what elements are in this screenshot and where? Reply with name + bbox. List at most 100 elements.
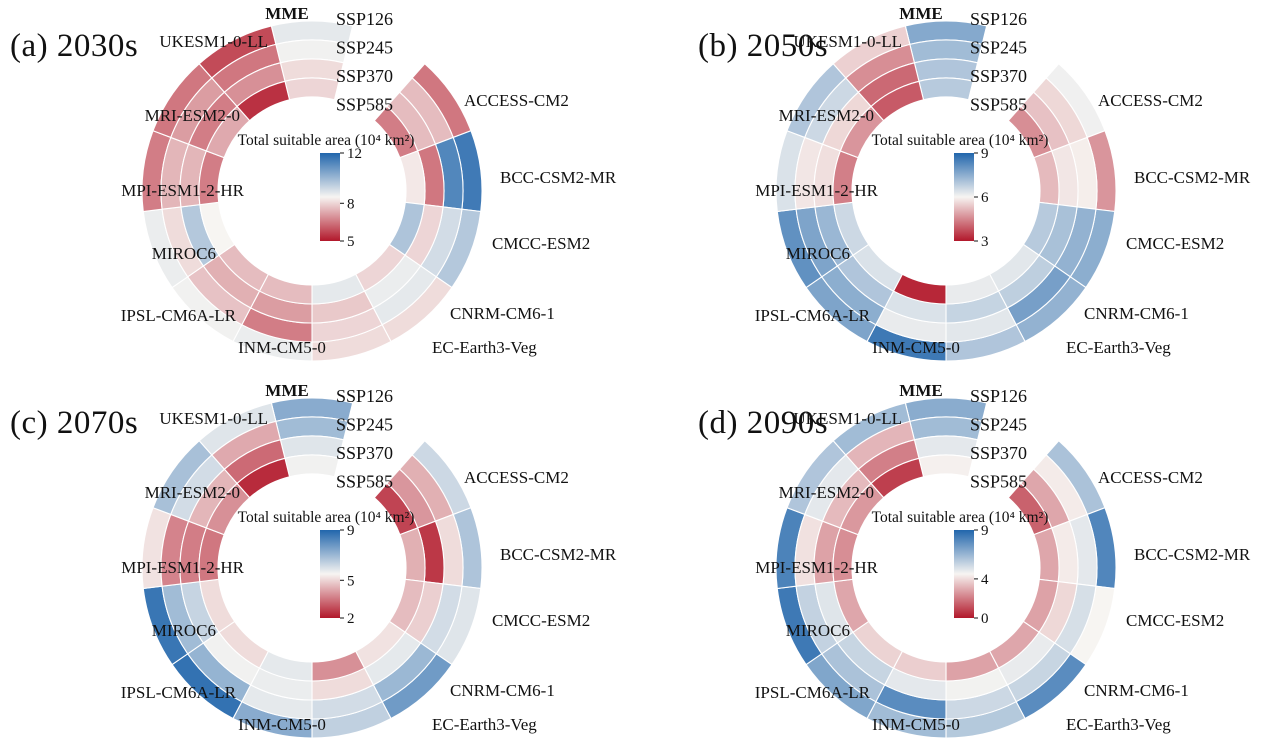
panel-d: (d) 2090s MME ACCESS-CM2 BCC-CSM2-MR CMCC-E… — [634, 377, 1268, 753]
model-label: MME — [265, 4, 308, 23]
panel-title: (d) 2090s — [698, 405, 829, 441]
colorbar-tick-label: 9 — [347, 523, 355, 539]
ring-label: SSP370 — [336, 66, 393, 86]
polar-heatmap-b: MME ACCESS-CM2 BCC-CSM2-MR CMCC-ESM2 CNRM-CM… — [755, 4, 1251, 362]
model-label: CMCC-ESM2 — [492, 234, 590, 253]
colorbar: Total suitable area (10⁴ km²)9 5 2 — [238, 509, 415, 627]
panel-b: (b) 2050s MME ACCESS-CM2 BCC-CSM2-MR CMCC-E… — [634, 0, 1268, 376]
ring-label: SSP245 — [970, 38, 1027, 58]
model-label: MIROC6 — [786, 621, 850, 640]
model-label: BCC-CSM2-MR — [500, 168, 617, 187]
model-label: MPI-ESM1-2-HR — [755, 181, 878, 200]
colorbar-tick-label: 8 — [347, 196, 355, 212]
model-label: MPI-ESM1-2-HR — [121, 181, 244, 200]
model-label: CMCC-ESM2 — [492, 611, 590, 630]
colorbar: Total suitable area (10⁴ km²)9 6 3 — [872, 132, 1049, 250]
model-label: MME — [899, 381, 942, 400]
model-label: MIROC6 — [786, 244, 850, 263]
colorbar: Total suitable area (10⁴ km²)12 8 5 — [238, 132, 415, 250]
colorbar-gradient — [954, 153, 974, 241]
colorbar-gradient — [320, 530, 340, 618]
colorbar-tick-label: 0 — [981, 611, 989, 627]
model-label: MME — [899, 4, 942, 23]
model-label: MRI-ESM2-0 — [145, 106, 240, 125]
colorbar-tick-label: 12 — [347, 146, 362, 162]
colorbar-tick-label: 9 — [981, 146, 989, 162]
ring-label: SSP245 — [970, 415, 1027, 435]
model-label: MPI-ESM1-2-HR — [121, 558, 244, 577]
model-label: EC-Earth3-Veg — [432, 715, 537, 734]
ring-label: SSP370 — [336, 443, 393, 463]
colorbar-gradient — [954, 530, 974, 618]
model-label: ACCESS-CM2 — [464, 91, 569, 110]
polar-heatmap-c: MME ACCESS-CM2 BCC-CSM2-MR CMCC-ESM2 CNRM-CM… — [121, 381, 617, 739]
heatmap-cell — [870, 80, 925, 122]
heatmap-cell — [284, 454, 340, 478]
heatmap-cell — [918, 77, 974, 101]
model-label: CNRM-CM6-1 — [450, 681, 555, 700]
model-label: UKESM1-0-LL — [159, 409, 268, 428]
heatmap-cell — [236, 80, 291, 122]
ring-label: SSP245 — [336, 38, 393, 58]
model-label: IPSL-CM6A-LR — [121, 306, 237, 325]
model-label: UKESM1-0-LL — [159, 32, 268, 51]
colorbar: Total suitable area (10⁴ km²)9 4 0 — [872, 509, 1049, 627]
model-label: CMCC-ESM2 — [1126, 234, 1224, 253]
model-label: MIROC6 — [152, 621, 216, 640]
ring-label: SSP126 — [970, 386, 1027, 406]
ring-label: SSP126 — [336, 9, 393, 29]
colorbar-tick-label: 3 — [981, 234, 989, 250]
model-label: IPSL-CM6A-LR — [755, 683, 871, 702]
model-label: INM-CM5-0 — [238, 338, 326, 357]
heatmap-cell — [918, 454, 974, 478]
heatmap-cells — [775, 20, 1117, 362]
heatmap-cells — [141, 20, 483, 362]
heatmap-cell — [236, 457, 291, 499]
colorbar-tick-label: 4 — [981, 572, 989, 588]
heatmap-cell — [284, 77, 340, 101]
ring-label: SSP585 — [336, 95, 393, 115]
model-label: ACCESS-CM2 — [464, 468, 569, 487]
model-label: MRI-ESM2-0 — [779, 106, 874, 125]
model-label: CNRM-CM6-1 — [1084, 304, 1189, 323]
colorbar-tick-label: 5 — [347, 573, 355, 589]
colorbar-gradient — [320, 153, 340, 241]
model-label: MIROC6 — [152, 244, 216, 263]
heatmap-cell — [870, 457, 925, 499]
model-label: EC-Earth3-Veg — [1066, 715, 1171, 734]
ring-label: SSP126 — [970, 9, 1027, 29]
colorbar-title: Total suitable area (10⁴ km²) — [238, 132, 415, 149]
ring-label: SSP585 — [970, 95, 1027, 115]
colorbar-title: Total suitable area (10⁴ km²) — [872, 509, 1049, 526]
colorbar-title: Total suitable area (10⁴ km²) — [872, 132, 1049, 149]
colorbar-tick-label: 5 — [347, 234, 355, 250]
model-label: ACCESS-CM2 — [1098, 91, 1203, 110]
model-label: MRI-ESM2-0 — [779, 483, 874, 502]
ring-label: SSP126 — [336, 386, 393, 406]
model-label: CNRM-CM6-1 — [1084, 681, 1189, 700]
polar-heatmap-d: MME ACCESS-CM2 BCC-CSM2-MR CMCC-ESM2 CNRM-CM… — [755, 381, 1251, 739]
ring-label: SSP585 — [970, 472, 1027, 492]
model-label: BCC-CSM2-MR — [1134, 545, 1251, 564]
model-label: MPI-ESM1-2-HR — [755, 558, 878, 577]
colorbar-tick-label: 2 — [347, 611, 355, 627]
ring-label: SSP370 — [970, 443, 1027, 463]
panel-title: (b) 2050s — [698, 28, 829, 64]
model-label: INM-CM5-0 — [872, 338, 960, 357]
ring-label: SSP370 — [970, 66, 1027, 86]
model-label: BCC-CSM2-MR — [500, 545, 617, 564]
colorbar-tick-label: 6 — [981, 190, 989, 206]
model-label: MME — [265, 381, 308, 400]
colorbar-tick-label: 9 — [981, 523, 989, 539]
ring-label: SSP585 — [336, 472, 393, 492]
panel-title: (a) 2030s — [10, 28, 139, 64]
model-label: IPSL-CM6A-LR — [121, 683, 237, 702]
model-label: IPSL-CM6A-LR — [755, 306, 871, 325]
model-label: UKESM1-0-LL — [793, 409, 902, 428]
model-label: ACCESS-CM2 — [1098, 468, 1203, 487]
model-label: INM-CM5-0 — [872, 715, 960, 734]
model-label: BCC-CSM2-MR — [1134, 168, 1251, 187]
heatmap-cells — [775, 397, 1117, 739]
panel-title: (c) 2070s — [10, 405, 139, 441]
